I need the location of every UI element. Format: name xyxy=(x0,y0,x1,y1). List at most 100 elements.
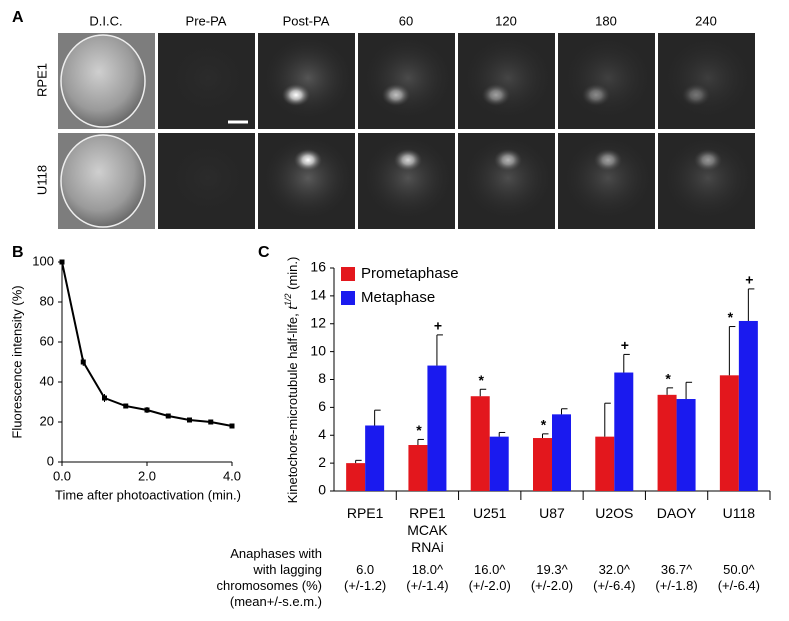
fluorescent-spot xyxy=(282,84,310,106)
y-axis-label-part: t xyxy=(285,305,300,310)
significance-marker: + xyxy=(434,318,442,334)
cell-haze xyxy=(163,36,253,120)
bar xyxy=(676,399,696,491)
x-tick-label: U251 xyxy=(472,505,507,521)
data-point xyxy=(123,403,129,409)
y-axis-label-part: Kinetochore-microtubule half-life, xyxy=(285,310,300,504)
panel-label: A xyxy=(12,9,24,26)
cell-haze xyxy=(263,136,353,220)
significance-marker: + xyxy=(621,337,629,353)
fluorescent-spot xyxy=(294,149,322,171)
data-point xyxy=(187,417,192,423)
cell-haze xyxy=(263,36,353,120)
fluorescent-spot xyxy=(582,84,610,106)
y-tick-label: 8 xyxy=(318,370,326,386)
fluorescent-spot xyxy=(694,149,722,171)
y-tick-label: 6 xyxy=(318,398,326,414)
cell-haze xyxy=(463,136,553,220)
x-axis-label: Time after photoactivation (min.) xyxy=(55,487,241,502)
y-tick-label: 60 xyxy=(40,333,54,348)
bar xyxy=(738,320,758,491)
y-tick-label: 12 xyxy=(310,314,326,330)
bar xyxy=(614,372,634,491)
y-tick-label: 16 xyxy=(310,259,326,275)
y-tick-label: 0 xyxy=(318,482,326,498)
legend-label: Prometaphase xyxy=(361,265,459,282)
bar xyxy=(552,414,571,491)
data-point xyxy=(59,259,65,265)
significance-marker: * xyxy=(478,372,484,388)
column-header: 120 xyxy=(495,13,517,28)
legend-swatch xyxy=(341,291,355,305)
data-point xyxy=(208,419,214,425)
y-axis-label-part: 1/2 xyxy=(283,294,293,307)
significance-marker: * xyxy=(541,417,547,433)
legend-swatch xyxy=(341,267,355,281)
x-tick-label: 2.0 xyxy=(138,468,156,483)
y-axis-label-part: (min.) xyxy=(285,257,300,294)
column-header: Post-PA xyxy=(283,13,330,28)
x-tick-label: 0.0 xyxy=(53,468,71,483)
cell-haze xyxy=(563,36,653,120)
bar xyxy=(657,394,677,491)
bar xyxy=(489,436,509,491)
bar xyxy=(346,463,366,491)
bar xyxy=(595,436,615,491)
fluorescent-spot xyxy=(494,149,522,171)
cell-haze xyxy=(563,136,653,220)
data-point xyxy=(165,413,171,419)
y-tick-label: 100 xyxy=(32,253,54,268)
column-header: 240 xyxy=(695,13,717,28)
x-tick-label: DAOY xyxy=(656,505,697,521)
cell-haze xyxy=(663,36,753,120)
table-cell: 16.0^ (+/-2.0) xyxy=(468,562,511,593)
cell-haze xyxy=(363,136,453,220)
y-tick-label: 20 xyxy=(40,413,54,428)
y-axis-label: Fluorescence intensity (%) xyxy=(9,285,24,438)
data-point xyxy=(144,407,150,413)
x-tick-label: RPE1 xyxy=(346,505,384,521)
bar xyxy=(408,445,428,491)
table-cell: 36.7^ (+/-1.8) xyxy=(655,562,698,593)
column-header: D.I.C. xyxy=(89,13,122,28)
fluorescent-spot xyxy=(594,149,622,171)
x-tick-label: U118 xyxy=(722,505,756,521)
panel-label: C xyxy=(258,244,270,261)
column-header: 180 xyxy=(595,13,617,28)
bar xyxy=(427,365,447,491)
significance-marker: * xyxy=(728,309,734,325)
row-label: RPE1 xyxy=(34,63,49,97)
bar xyxy=(470,396,490,491)
significance-marker: + xyxy=(745,272,753,288)
cell-haze xyxy=(663,136,753,220)
table-header: Anaphases with with lagging chromosomes … xyxy=(216,546,322,609)
table-cell: 50.0^ (+/-6.4) xyxy=(717,562,760,593)
y-tick-label: 10 xyxy=(310,342,326,358)
y-tick-label: 40 xyxy=(40,373,54,388)
panel-label: B xyxy=(12,244,24,261)
x-tick-label: U2OS xyxy=(595,505,634,521)
bar xyxy=(365,425,385,491)
table-cell: 19.3^ (+/-2.0) xyxy=(530,562,574,593)
legend-label: Metaphase xyxy=(361,289,435,306)
table-cell: 6.0 (+/-1.2) xyxy=(344,562,387,593)
micrograph-grid xyxy=(58,33,755,229)
y-tick-label: 2 xyxy=(318,454,326,470)
significance-marker: * xyxy=(416,422,422,438)
dic-cell xyxy=(60,34,146,128)
fluorescent-spot xyxy=(394,149,422,171)
fluorescent-spot xyxy=(682,84,710,106)
data-point xyxy=(102,395,107,401)
x-tick-label: U87 xyxy=(539,505,565,521)
table-cell: 32.0^ (+/-6.4) xyxy=(593,562,636,593)
dic-cell xyxy=(60,134,146,228)
y-tick-label: 14 xyxy=(310,287,326,303)
significance-marker: * xyxy=(665,371,671,387)
cell-haze xyxy=(163,136,253,220)
column-header: Pre-PA xyxy=(186,13,227,28)
fluorescent-spot xyxy=(482,84,510,106)
cell-haze xyxy=(463,36,553,120)
data-point xyxy=(80,359,86,365)
